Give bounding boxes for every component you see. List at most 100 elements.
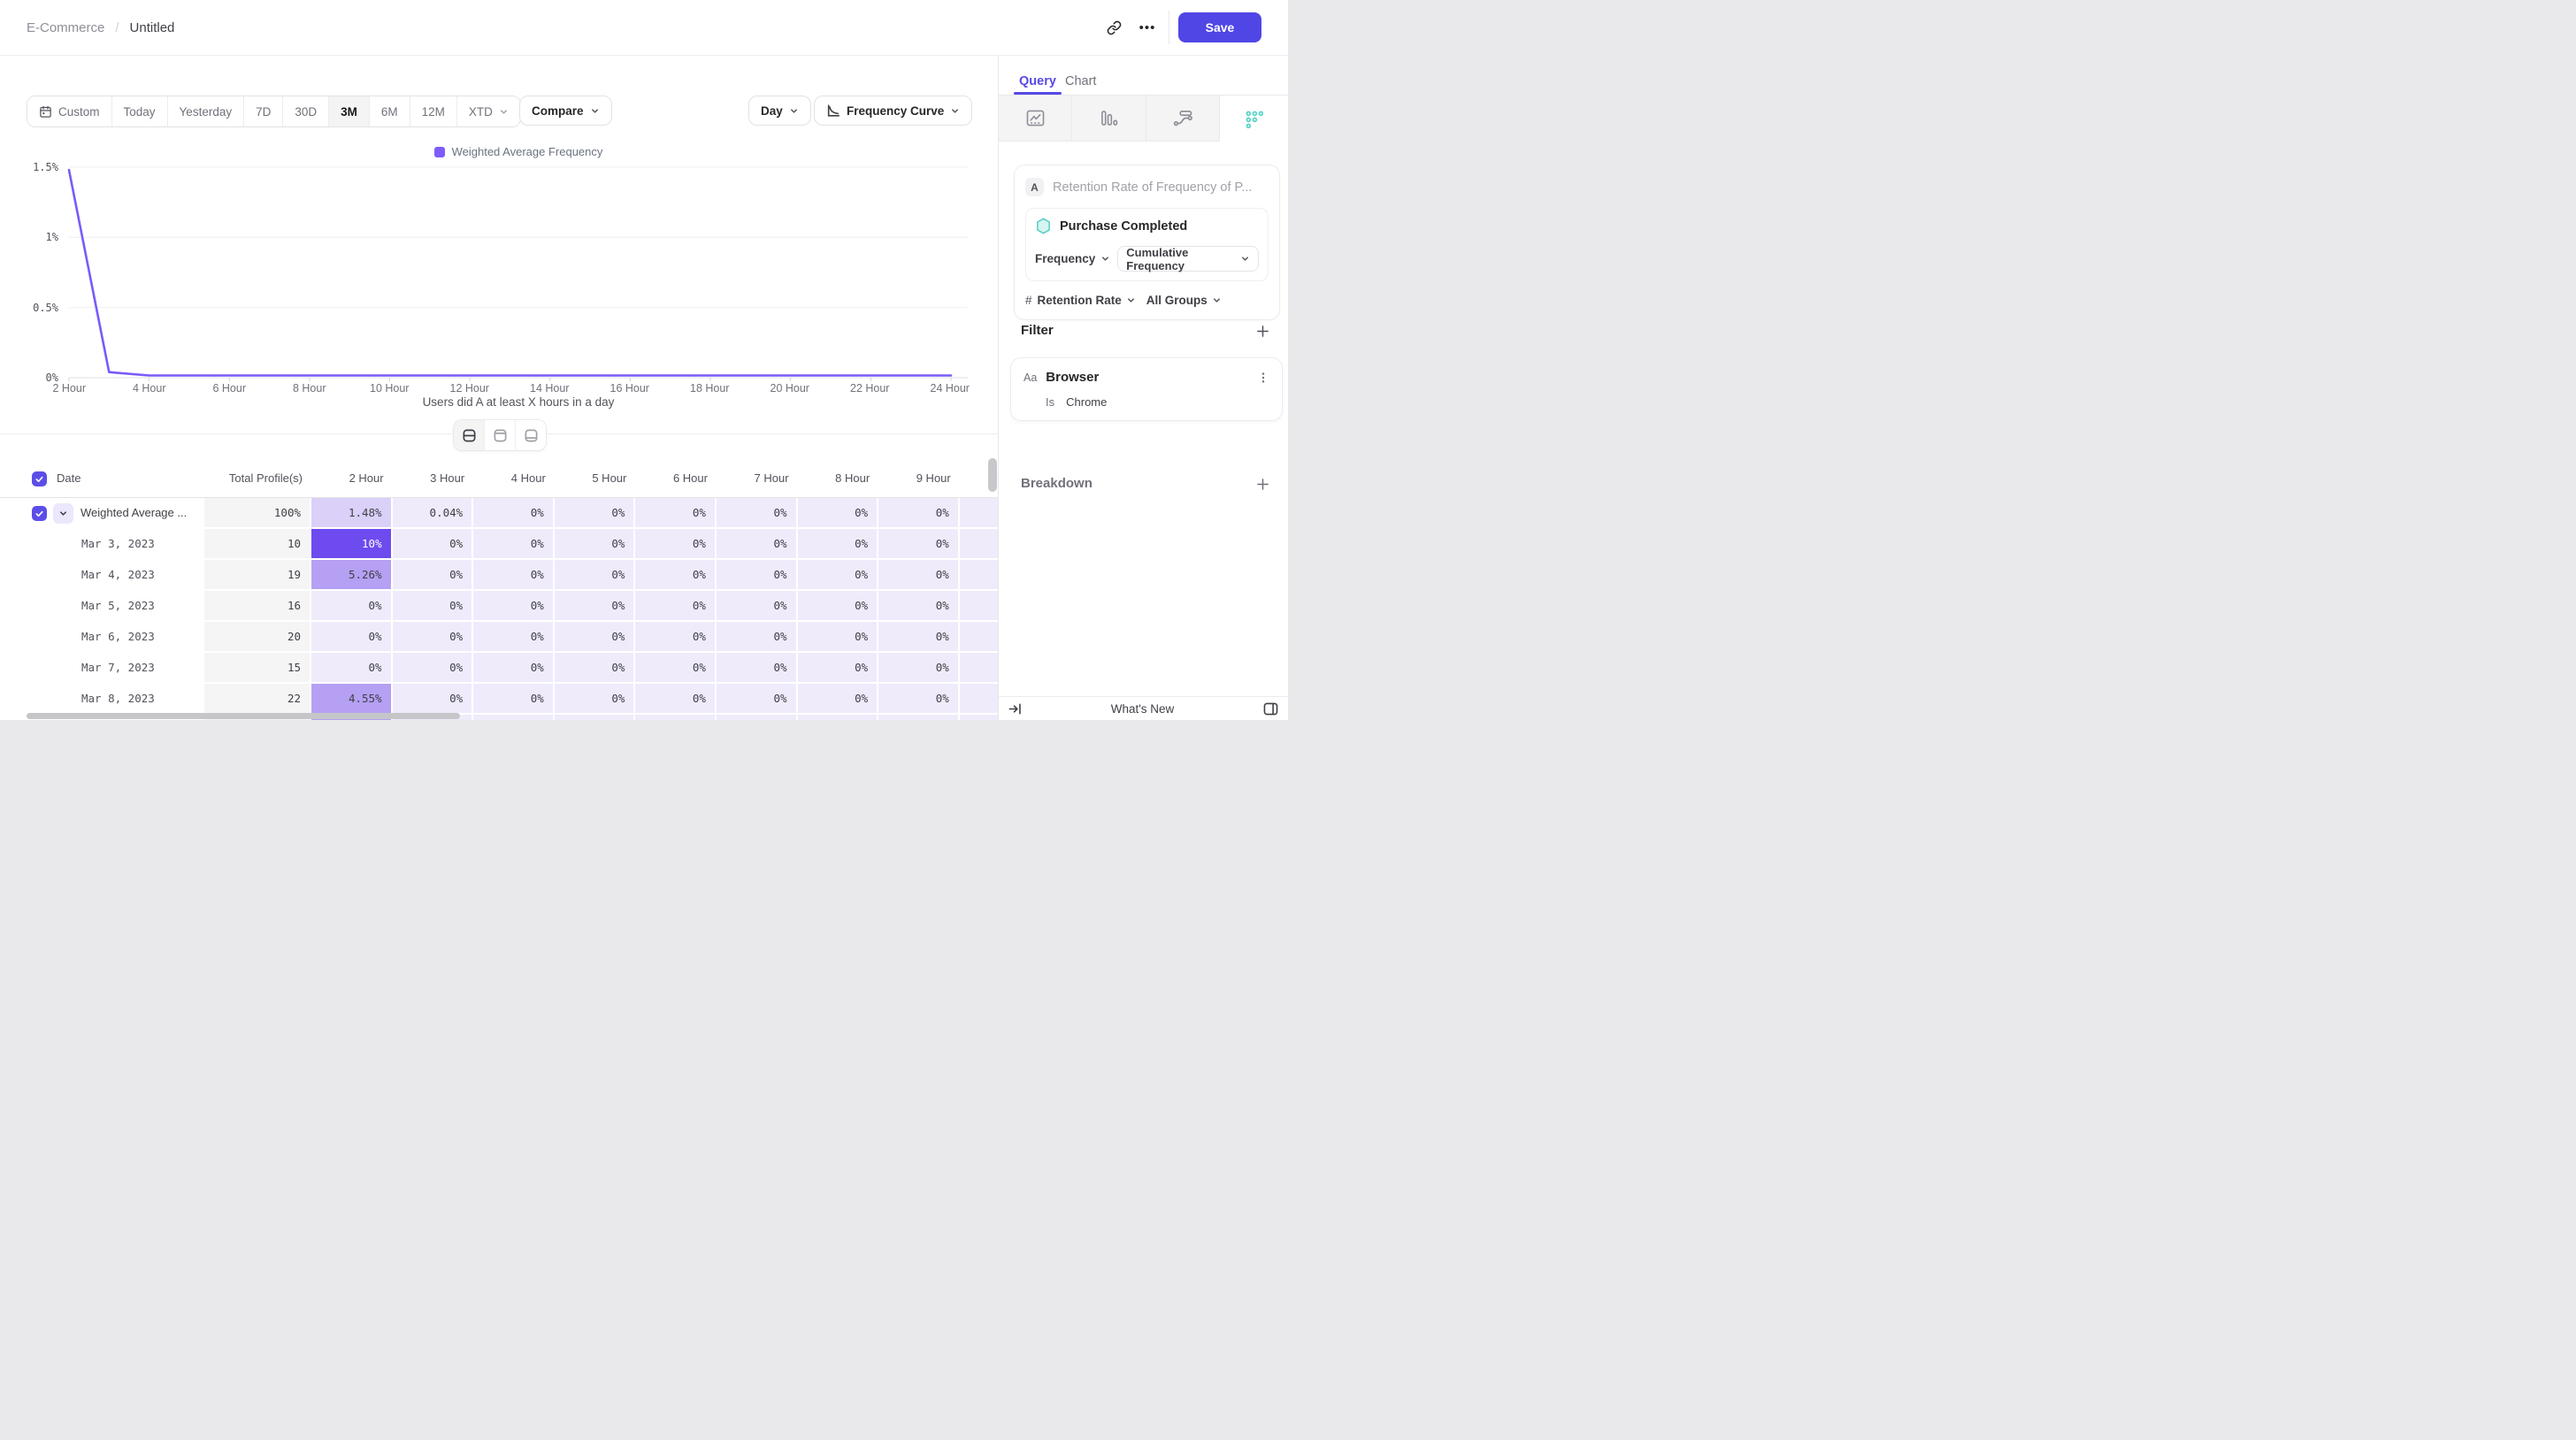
row-value-cells: 5.26% 0% 0% 0% 0% 0% 0% 0% — [311, 560, 998, 589]
vertical-scrollbar[interactable] — [988, 458, 997, 492]
table-row: Mar 3, 2023 10 10% 0% 0% 0% 0% 0% 0% 0% — [0, 529, 998, 560]
table-cell: 0% — [716, 591, 798, 620]
range-3m-button-selected[interactable]: 3M — [329, 96, 370, 126]
section-divider — [543, 433, 998, 434]
table-body: Weighted Average ... 100% 1.48% 0.04% 0%… — [0, 498, 998, 720]
add-breakdown-button[interactable] — [1254, 476, 1270, 492]
table-cell: 0% — [878, 591, 960, 620]
frequency-type-dropdown[interactable]: Cumulative Frequency — [1117, 246, 1259, 272]
row-checkbox[interactable] — [32, 506, 47, 521]
range-label: 3M — [341, 104, 357, 119]
chart-legend[interactable]: Weighted Average Frequency — [69, 145, 968, 158]
x-tick-label: 22 Hour — [850, 382, 890, 394]
layout-table-only-button[interactable] — [516, 420, 546, 450]
event-row[interactable]: Purchase Completed — [1035, 218, 1259, 234]
tab-query[interactable]: Query — [1019, 74, 1056, 88]
table-cell: 0% — [554, 560, 636, 589]
filter-property[interactable]: Browser — [1046, 370, 1100, 385]
table-cell: 0% — [392, 560, 474, 589]
range-label: 6M — [380, 104, 398, 119]
range-custom-button[interactable]: Custom — [27, 96, 112, 126]
collapse-panel-button[interactable] — [1008, 702, 1022, 716]
frequency-curve-icon — [826, 103, 840, 118]
chart-type-dropdown[interactable]: Frequency Curve — [814, 96, 973, 126]
add-filter-button[interactable] — [1254, 323, 1270, 339]
table-cell — [554, 715, 636, 720]
table-cell: 0% — [635, 529, 717, 558]
range-6m-button[interactable]: 6M — [369, 96, 410, 126]
row-date: Mar 3, 2023 — [81, 537, 155, 550]
table-cell — [635, 715, 717, 720]
filter-operator[interactable]: Is — [1046, 395, 1055, 409]
side-panel-toggle-button[interactable] — [1263, 702, 1278, 716]
chart-type-label: Frequency Curve — [847, 103, 945, 118]
number-type-icon: # — [1025, 294, 1032, 307]
x-tick-label: 12 Hour — [449, 382, 489, 394]
table-cell — [959, 560, 998, 589]
granularity-dropdown[interactable]: Day — [748, 96, 811, 126]
measure-dropdown[interactable]: Frequency — [1035, 252, 1110, 265]
breadcrumb-project[interactable]: E-Commerce — [27, 19, 105, 35]
row-date: Mar 4, 2023 — [81, 568, 155, 581]
range-30d-button[interactable]: 30D — [283, 96, 330, 126]
expand-row-button[interactable] — [53, 503, 73, 524]
layout-chart-only-button[interactable] — [485, 420, 516, 450]
chevron-down-icon — [789, 106, 799, 116]
event-card: Purchase Completed Frequency Cumulative … — [1025, 208, 1269, 281]
range-12m-button[interactable]: 12M — [410, 96, 457, 126]
chevron-down-icon — [1212, 295, 1222, 305]
frequency-type-label: Cumulative Frequency — [1126, 245, 1189, 272]
select-all-checkbox[interactable] — [32, 471, 47, 486]
row-value-cells: 4.55% 0% 0% 0% 0% 0% 0% 0% — [311, 684, 998, 713]
tab-chart[interactable]: Chart — [1065, 74, 1097, 88]
chevron-down-icon — [1240, 254, 1250, 264]
table-cell: 0% — [392, 653, 474, 682]
legend-label: Weighted Average Frequency — [451, 145, 603, 158]
table-row: Mar 5, 2023 16 0% 0% 0% 0% 0% 0% 0% 0% — [0, 591, 998, 622]
x-tick-label: 6 Hour — [212, 382, 247, 394]
row-total-cell: 16 — [204, 591, 311, 620]
range-yesterday-button[interactable]: Yesterday — [167, 96, 245, 126]
row-total-cell: 19 — [204, 560, 311, 589]
save-button[interactable]: Save — [1178, 12, 1261, 42]
filter-value[interactable]: Chrome — [1066, 395, 1108, 409]
measure-row: Frequency Cumulative Frequency — [1035, 246, 1259, 272]
range-label: Yesterday — [179, 104, 233, 119]
more-actions-button[interactable]: ••• — [1135, 15, 1160, 40]
check-icon — [35, 510, 43, 517]
range-7d-button[interactable]: 7D — [244, 96, 284, 126]
range-today-button[interactable]: Today — [111, 96, 168, 126]
table-cell: 0% — [473, 498, 555, 527]
flows-tab[interactable] — [1146, 96, 1220, 142]
groups-dropdown[interactable]: All Groups — [1146, 294, 1222, 307]
chevron-down-icon — [59, 511, 67, 516]
chevron-down-icon — [950, 106, 960, 116]
copy-link-icon[interactable] — [1101, 15, 1126, 40]
metric-dropdown[interactable]: Retention Rate — [1038, 294, 1136, 307]
breadcrumb-page-title[interactable]: Untitled — [129, 19, 175, 35]
table-cell: 0% — [635, 653, 717, 682]
table-cell: 0% — [878, 560, 960, 589]
breadcrumb: E-Commerce / Untitled — [27, 20, 174, 35]
line-chart-tab[interactable] — [999, 96, 1072, 142]
horizontal-scrollbar[interactable] — [27, 713, 460, 719]
row-date: Mar 8, 2023 — [81, 692, 155, 705]
range-xtd-dropdown[interactable]: XTD — [456, 96, 520, 126]
filter-menu-button[interactable] — [1257, 371, 1269, 384]
layout-split-button-selected[interactable] — [454, 420, 485, 450]
view-type-strip — [999, 96, 1288, 142]
whats-new-link[interactable]: What's New — [1110, 702, 1175, 716]
row-value-cells: 0% 0% 0% 0% 0% 0% 0% 0% — [311, 591, 998, 620]
row-total-cell: 15 — [204, 653, 311, 682]
y-tick-label: 0% — [45, 371, 58, 384]
query-title-row[interactable]: A Retention Rate of Frequency of P... — [1025, 178, 1269, 196]
granularity-label: Day — [761, 103, 783, 118]
compare-dropdown[interactable]: Compare — [519, 96, 612, 126]
range-label: Today — [123, 104, 156, 119]
table-cell: 0% — [635, 622, 717, 651]
tab-bar-divider — [999, 95, 1288, 96]
table-cell: 0% — [797, 529, 879, 558]
bar-chart-tab[interactable] — [1072, 96, 1146, 142]
row-total-cell: 10 — [204, 529, 311, 558]
frequency-tab-active[interactable] — [1220, 96, 1288, 142]
